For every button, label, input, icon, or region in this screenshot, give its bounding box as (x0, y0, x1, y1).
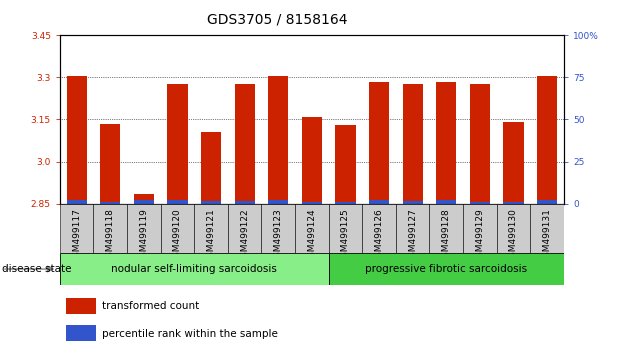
Bar (369, 82, 389, 204)
Bar (67, 76, 87, 204)
Text: GSM499123: GSM499123 (274, 209, 283, 263)
Text: GSM499131: GSM499131 (542, 209, 551, 263)
Bar (295, 204, 329, 253)
Text: percentile rank within the sample: percentile rank within the sample (102, 329, 278, 339)
Bar (134, 194, 154, 204)
Bar (234, 85, 255, 204)
Bar (496, 204, 530, 253)
Bar (369, 200, 389, 204)
Bar (60, 253, 329, 285)
Bar (470, 85, 490, 204)
Bar (60, 204, 93, 253)
Bar (403, 85, 423, 204)
Bar (335, 202, 355, 204)
Bar (93, 204, 127, 253)
Bar (470, 201, 490, 204)
Bar (403, 201, 423, 204)
Text: GSM499117: GSM499117 (72, 209, 81, 263)
Text: nodular self-limiting sarcoidosis: nodular self-limiting sarcoidosis (112, 264, 277, 274)
Text: GSM499129: GSM499129 (476, 209, 484, 263)
Bar (268, 76, 289, 204)
Text: progressive fibrotic sarcoidosis: progressive fibrotic sarcoidosis (365, 264, 527, 274)
Bar (302, 117, 322, 204)
Bar (194, 204, 228, 253)
Text: GDS3705 / 8158164: GDS3705 / 8158164 (207, 12, 348, 27)
Bar (335, 125, 355, 204)
Bar (161, 204, 194, 253)
Bar (100, 201, 120, 204)
Bar (436, 82, 456, 204)
Bar (234, 201, 255, 204)
Bar (201, 201, 221, 204)
Bar (100, 124, 120, 204)
Bar (396, 204, 430, 253)
Bar (168, 200, 188, 204)
Text: GSM499119: GSM499119 (139, 209, 148, 263)
Text: GSM499128: GSM499128 (442, 209, 450, 263)
Bar (67, 200, 87, 204)
Bar (261, 204, 295, 253)
Bar (463, 204, 496, 253)
Bar (127, 204, 161, 253)
Text: GSM499118: GSM499118 (106, 209, 115, 263)
Bar (329, 204, 362, 253)
Text: GSM499126: GSM499126 (375, 209, 384, 263)
Bar (436, 200, 456, 204)
Bar (66, 325, 96, 341)
Text: GSM499130: GSM499130 (509, 209, 518, 263)
Bar (134, 200, 154, 204)
Bar (329, 253, 564, 285)
Text: GSM499127: GSM499127 (408, 209, 417, 263)
Bar (430, 204, 463, 253)
Bar (530, 204, 564, 253)
Text: GSM499124: GSM499124 (307, 209, 316, 263)
Bar (302, 201, 322, 204)
Bar (537, 200, 557, 204)
Bar (362, 204, 396, 253)
Bar (503, 122, 524, 204)
Text: disease state: disease state (2, 264, 71, 274)
Text: GSM499120: GSM499120 (173, 209, 182, 263)
Bar (503, 201, 524, 204)
Text: transformed count: transformed count (102, 301, 200, 311)
Bar (66, 297, 96, 314)
Bar (268, 200, 289, 204)
Text: GSM499121: GSM499121 (207, 209, 215, 263)
Bar (228, 204, 261, 253)
Bar (201, 132, 221, 204)
Bar (168, 85, 188, 204)
Text: GSM499125: GSM499125 (341, 209, 350, 263)
Text: GSM499122: GSM499122 (240, 209, 249, 263)
Bar (537, 76, 557, 204)
